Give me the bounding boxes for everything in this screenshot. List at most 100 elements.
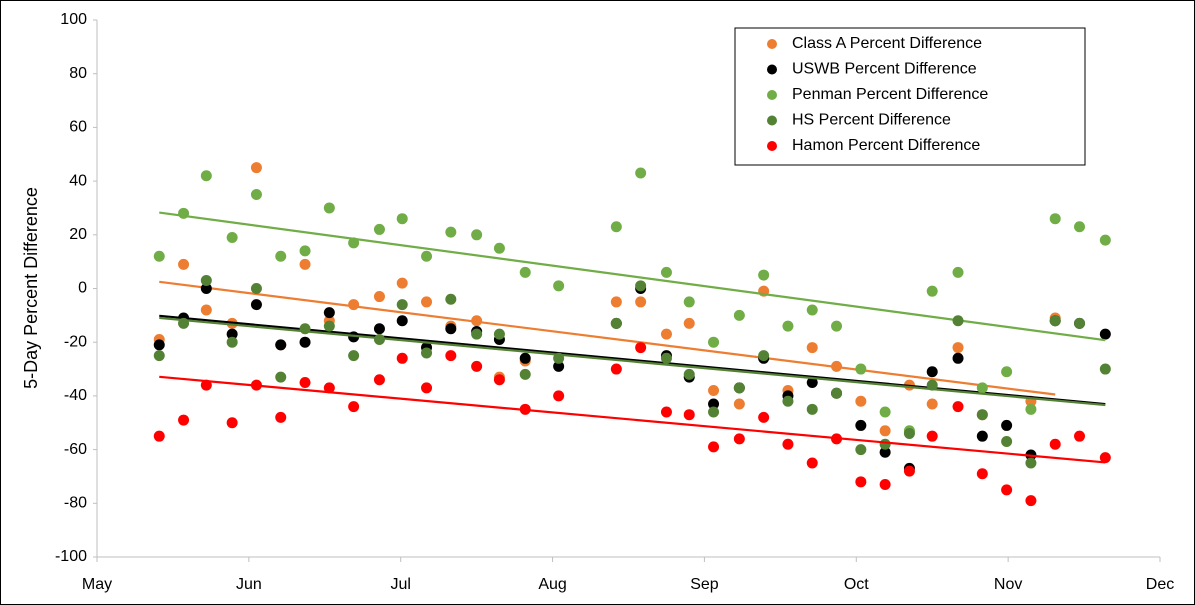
- trend-line: [159, 211, 1106, 342]
- data-point: [1074, 317, 1086, 329]
- data-point: [733, 433, 745, 445]
- data-point: [250, 283, 262, 294]
- data-point: [1049, 438, 1061, 450]
- data-point: [806, 342, 818, 354]
- data-point: [708, 398, 720, 410]
- data-point: [250, 162, 262, 174]
- data-point: [782, 320, 794, 332]
- data-point: [610, 221, 622, 233]
- data-point: [1099, 363, 1111, 375]
- data-point: [299, 258, 311, 270]
- data-point: [635, 342, 647, 354]
- data-point: [879, 479, 891, 491]
- data-point: [831, 387, 843, 399]
- data-point: [200, 283, 212, 294]
- y-tick-label: -100: [55, 548, 87, 565]
- data-point: [926, 398, 938, 410]
- data-point: [200, 170, 212, 182]
- data-point: [471, 328, 483, 340]
- data-point: [1049, 213, 1061, 225]
- x-tick-label: Dec: [1146, 576, 1174, 593]
- data-point: [806, 403, 818, 415]
- data-point: [493, 374, 505, 386]
- data-point: [226, 336, 238, 348]
- data-point: [806, 376, 818, 388]
- x-tick-label: Jun: [236, 576, 262, 593]
- data-point: [976, 409, 988, 421]
- data-point: [635, 280, 647, 292]
- data-point: [275, 411, 287, 423]
- data-point: [855, 444, 867, 456]
- data-point: [1099, 452, 1111, 464]
- data-point: [952, 315, 964, 327]
- trend-line: [159, 316, 1106, 407]
- y-tick-label: 0: [78, 280, 87, 297]
- data-point: [1099, 328, 1111, 340]
- data-point: [1001, 436, 1013, 448]
- trend-line: [159, 280, 1056, 396]
- data-point: [445, 350, 457, 362]
- data-point: [323, 307, 335, 319]
- data-point: [1025, 403, 1037, 415]
- data-point: [855, 395, 867, 407]
- legend-box: [734, 27, 1086, 166]
- data-point: [153, 339, 165, 351]
- data-point: [275, 371, 287, 383]
- data-point: [153, 350, 165, 362]
- data-point: [519, 266, 531, 278]
- data-point: [976, 468, 988, 480]
- data-point: [683, 409, 695, 421]
- data-point: [855, 419, 867, 431]
- data-point: [733, 398, 745, 410]
- data-point: [660, 328, 672, 340]
- data-point: [952, 352, 964, 364]
- legend-marker: [767, 90, 777, 100]
- data-point: [275, 250, 287, 262]
- data-point: [323, 382, 335, 394]
- y-tick-label: 100: [60, 11, 87, 28]
- y-axis-label: 5-Day Percent Difference: [21, 187, 41, 389]
- data-point: [683, 317, 695, 329]
- data-point: [1001, 366, 1013, 378]
- data-point: [635, 296, 647, 308]
- legend-marker: [767, 141, 777, 151]
- trend-line: [159, 375, 1106, 464]
- data-point: [493, 242, 505, 254]
- data-point: [610, 363, 622, 375]
- data-point: [299, 336, 311, 348]
- data-point: [373, 291, 385, 303]
- data-point: [153, 250, 165, 262]
- data-point: [226, 231, 238, 243]
- data-point: [200, 274, 212, 286]
- data-point: [903, 427, 915, 439]
- data-point: [1049, 315, 1061, 327]
- data-point: [553, 280, 565, 292]
- data-point: [660, 352, 672, 364]
- data-point: [806, 304, 818, 316]
- data-point: [733, 382, 745, 394]
- y-tick-label: 60: [69, 119, 87, 136]
- y-tick-label: 80: [69, 65, 87, 82]
- data-point: [226, 328, 238, 340]
- legend-label: USWB Percent Difference: [792, 61, 977, 78]
- y-tick-label: 20: [69, 226, 87, 243]
- data-point: [471, 360, 483, 372]
- data-point: [1025, 457, 1037, 469]
- data-point: [926, 285, 938, 297]
- data-point: [373, 334, 385, 346]
- data-point: [976, 430, 988, 442]
- x-tick-label: Aug: [538, 576, 566, 593]
- data-point: [1099, 234, 1111, 246]
- data-point: [708, 336, 720, 348]
- data-point: [250, 299, 262, 311]
- data-point: [806, 457, 818, 469]
- data-point: [421, 347, 433, 359]
- data-point: [1001, 419, 1013, 431]
- data-point: [879, 438, 891, 450]
- data-point: [373, 223, 385, 235]
- data-point: [396, 315, 408, 327]
- data-point: [348, 299, 360, 311]
- data-point: [708, 385, 720, 397]
- data-point: [879, 425, 891, 437]
- data-point: [421, 296, 433, 308]
